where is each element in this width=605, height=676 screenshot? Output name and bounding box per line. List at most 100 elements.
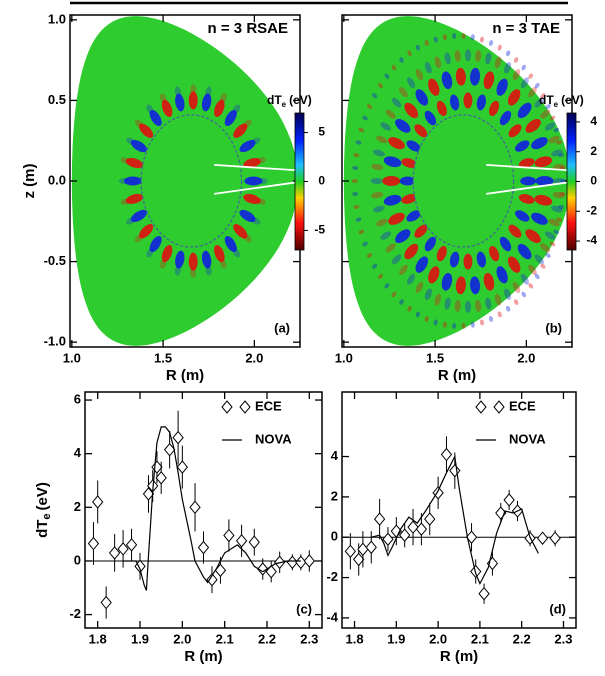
data-point [92, 495, 104, 509]
mode-blob [380, 122, 392, 131]
mode-blob [496, 78, 508, 96]
mode-blob [454, 299, 461, 312]
mode-blob [401, 158, 417, 168]
data-point [503, 493, 515, 507]
mode-blob [441, 71, 453, 90]
mode-blob [257, 178, 268, 184]
mode-blob [126, 137, 136, 145]
mode-blob [545, 252, 551, 258]
mode-blob [233, 224, 248, 239]
x-tick-label: 1.5 [154, 350, 172, 365]
mode-blob [499, 236, 512, 252]
data-point [365, 540, 377, 555]
mode-blob [233, 123, 248, 138]
mode-blob [540, 109, 551, 119]
mode-blob [371, 191, 384, 199]
mode-blob [540, 243, 551, 253]
mode-blob [424, 236, 437, 252]
data-point [125, 538, 138, 552]
mode-blob [469, 276, 481, 295]
mode-blob [415, 68, 424, 81]
mode-blob [424, 62, 432, 74]
mode-blob [535, 176, 554, 186]
colorbar [566, 112, 577, 251]
mode-blob [424, 110, 437, 126]
mode-blob [373, 149, 385, 157]
mode-blob [399, 57, 404, 63]
y-tick-label: -2 [69, 606, 81, 621]
mode-blob [525, 229, 541, 244]
mode-blob [358, 127, 365, 133]
mode-blob [376, 218, 388, 227]
mode-blob [395, 229, 411, 244]
mode-blob [161, 99, 173, 117]
mode-blob [391, 97, 402, 108]
mode-blob [415, 44, 421, 51]
mode-blob [513, 299, 519, 305]
mode-blob [219, 93, 227, 104]
mode-blob [362, 115, 368, 121]
x-tick-label: 2.3 [300, 631, 318, 646]
x-axis-label: R (m) [184, 648, 222, 665]
mode-blob [436, 100, 447, 117]
mode-blob [488, 40, 494, 47]
mode-blob [380, 231, 392, 240]
data-point [295, 555, 307, 570]
data-point [172, 430, 184, 445]
mode-blob [534, 254, 544, 265]
mode-blob [188, 91, 198, 110]
mode-blob [205, 265, 212, 276]
mode-blob [520, 273, 529, 285]
data-point [257, 562, 269, 576]
mode-blob [149, 109, 162, 127]
mode-blob [469, 67, 481, 86]
mode-blob [407, 77, 416, 89]
colorbar-tick-label: 4 [590, 114, 597, 128]
mode-blob [175, 250, 185, 269]
label-main: dT [267, 93, 282, 107]
mode-blob [548, 135, 560, 144]
data-point [206, 572, 218, 587]
label-main: dT [34, 520, 51, 538]
mode-blob [399, 264, 408, 276]
label-unit: (eV) [289, 93, 312, 107]
mode-blob [508, 224, 522, 238]
mode-blob [433, 36, 438, 43]
inner-region [140, 114, 243, 248]
y-tick-label: 6 [74, 391, 81, 406]
label-unit: (eV) [34, 482, 51, 510]
mode-blob [243, 193, 261, 204]
mode-blob [505, 305, 511, 312]
label-unit: (eV) [561, 93, 584, 107]
colorbar-tick-label: -5 [314, 223, 325, 237]
mode-blob [120, 157, 131, 164]
mode-structure [343, 16, 571, 346]
mode-blob [551, 149, 563, 157]
mode-blob [521, 64, 526, 71]
mode-blob [126, 217, 136, 225]
mode-blob [219, 258, 227, 269]
mode-blob [399, 86, 408, 98]
mode-blob [449, 251, 460, 268]
data-point [373, 512, 386, 526]
mode-blob [159, 93, 167, 104]
mode-blob [534, 82, 540, 89]
mode-blob [175, 93, 185, 112]
x-tick-label: 2.0 [245, 350, 263, 365]
mode-blob [508, 124, 522, 138]
mode-blob [118, 178, 129, 184]
mode-blob [463, 253, 473, 270]
mode-blob [384, 73, 390, 79]
mode-blob [534, 273, 540, 280]
mode-blob [483, 71, 495, 90]
y-axis-label: z (m) [21, 164, 38, 199]
mode-blob [489, 245, 500, 262]
y-tick-label: 2 [331, 488, 338, 503]
mode-blob [149, 235, 162, 253]
mode-blob [415, 281, 424, 294]
mode-blob [355, 217, 362, 222]
mode-blob [382, 176, 401, 186]
mode-blob [407, 273, 416, 285]
mode-blob [540, 263, 546, 269]
mode-blob [455, 276, 466, 295]
